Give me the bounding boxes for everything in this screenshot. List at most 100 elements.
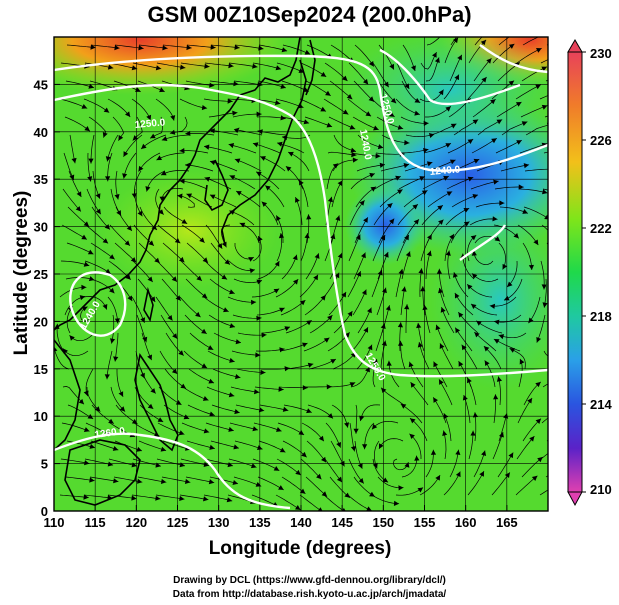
streamline-arrow bbox=[410, 382, 416, 388]
streamline-arrow bbox=[426, 250, 432, 257]
y-tick-label: 0 bbox=[41, 504, 48, 519]
streamline-arrow bbox=[159, 87, 165, 93]
streamline-arrow bbox=[323, 337, 330, 343]
y-tick-label: 35 bbox=[34, 172, 48, 187]
streamline-arrow bbox=[366, 506, 372, 511]
coastline-sakhalin bbox=[305, 39, 316, 96]
streamline-arrow bbox=[481, 77, 487, 83]
streamline bbox=[498, 37, 510, 46]
streamline-arrow bbox=[88, 276, 95, 282]
streamline-arrow bbox=[279, 307, 285, 313]
streamline-arrow bbox=[561, 408, 567, 413]
streamline-arrow bbox=[504, 472, 510, 478]
streamline-arrow bbox=[379, 443, 384, 449]
y-tick-label: 25 bbox=[34, 267, 48, 282]
streamline-arrow bbox=[531, 475, 538, 481]
streamline-arrow bbox=[275, 65, 282, 71]
streamline-arrow bbox=[404, 304, 410, 310]
streamline-arrow bbox=[239, 222, 246, 228]
streamline-arrow bbox=[336, 476, 343, 483]
streamline-arrow bbox=[150, 388, 156, 394]
streamline-arrow bbox=[413, 219, 419, 225]
streamline-arrow bbox=[276, 215, 281, 221]
streamline-arrow bbox=[347, 311, 353, 317]
streamline-arrow bbox=[83, 221, 90, 227]
streamline-arrow bbox=[491, 138, 497, 144]
x-tick-label: 155 bbox=[414, 515, 436, 530]
streamline-arrow bbox=[277, 141, 283, 147]
x-tick-label: 145 bbox=[331, 515, 353, 530]
streamline-arrow bbox=[438, 219, 444, 225]
streamline-arrow bbox=[439, 343, 445, 349]
credit-drawing: Drawing by DCL (https://www.gfd-dennou.o… bbox=[173, 575, 446, 586]
streamline-arrow bbox=[184, 478, 191, 484]
streamline-arrow bbox=[417, 342, 423, 348]
streamline-arrow bbox=[274, 100, 281, 106]
streamline-arrow bbox=[201, 105, 208, 111]
streamline-arrow bbox=[258, 407, 265, 413]
streamline-arrow bbox=[138, 45, 144, 51]
streamline-arrow bbox=[203, 428, 210, 434]
streamline-arrow bbox=[327, 315, 333, 321]
streamline-arrow bbox=[569, 35, 575, 40]
streamline-arrow bbox=[154, 257, 160, 263]
streamline-arrow bbox=[280, 83, 286, 89]
streamline-arrow bbox=[519, 358, 525, 365]
y-tick-label: 45 bbox=[34, 77, 48, 92]
streamline-arrow bbox=[369, 172, 375, 178]
colorbar-scale bbox=[567, 51, 583, 493]
streamline-arrow bbox=[87, 176, 93, 182]
streamline-arrow bbox=[279, 447, 286, 453]
coastline-asia bbox=[54, 37, 301, 331]
coastline-japan bbox=[221, 59, 307, 246]
streamline-arrow bbox=[389, 112, 395, 117]
streamline-arrow bbox=[462, 395, 468, 401]
streamline-arrow bbox=[373, 358, 378, 365]
streamline-arrow bbox=[158, 209, 164, 215]
streamline-arrow bbox=[508, 80, 515, 86]
streamline-arrow bbox=[452, 272, 458, 278]
streamline-arrow bbox=[229, 323, 235, 329]
streamline-arrow bbox=[337, 180, 343, 186]
streamline-arrow bbox=[304, 233, 310, 239]
streamline-arrow bbox=[326, 384, 332, 390]
streamline-arrow bbox=[321, 491, 328, 497]
streamline-arrow bbox=[306, 408, 312, 414]
coastline-korea bbox=[204, 159, 229, 212]
streamline-arrow bbox=[228, 63, 234, 69]
streamline-arrow bbox=[299, 179, 304, 186]
streamline-arrow bbox=[79, 295, 86, 301]
streamline-arrow bbox=[207, 345, 214, 350]
streamline-arrow bbox=[430, 449, 437, 455]
streamline-arrow bbox=[386, 360, 392, 366]
streamline-arrow bbox=[256, 171, 262, 177]
streamline-arrow bbox=[405, 251, 411, 257]
streamline-arrow bbox=[87, 249, 94, 255]
streamline-arrow bbox=[381, 387, 387, 394]
streamline-arrow bbox=[341, 291, 347, 298]
streamline-arrow bbox=[313, 274, 318, 281]
streamline-arrow bbox=[104, 374, 110, 380]
streamline-arrow bbox=[114, 318, 120, 324]
streamline-arrow bbox=[81, 104, 88, 109]
streamline-arrow bbox=[84, 460, 90, 466]
streamline-arrow bbox=[113, 356, 119, 362]
streamline-arrow bbox=[171, 276, 177, 282]
streamline-arrow bbox=[336, 442, 341, 448]
streamline-arrow bbox=[227, 98, 233, 104]
streamline-arrows bbox=[54, 35, 575, 511]
streamline-arrow bbox=[83, 494, 89, 500]
streamline-arrow bbox=[419, 176, 425, 181]
streamline-arrow bbox=[258, 236, 263, 242]
streamline-arrow bbox=[250, 463, 257, 469]
streamline-arrow bbox=[515, 102, 522, 107]
streamline-arrow bbox=[330, 233, 336, 240]
streamline-arrow bbox=[541, 284, 547, 290]
streamline-arrow bbox=[235, 339, 241, 345]
streamline-arrow bbox=[380, 234, 386, 241]
streamline-arrow bbox=[282, 406, 289, 412]
streamline-arrow bbox=[401, 286, 407, 292]
streamline-arrow bbox=[397, 322, 403, 328]
